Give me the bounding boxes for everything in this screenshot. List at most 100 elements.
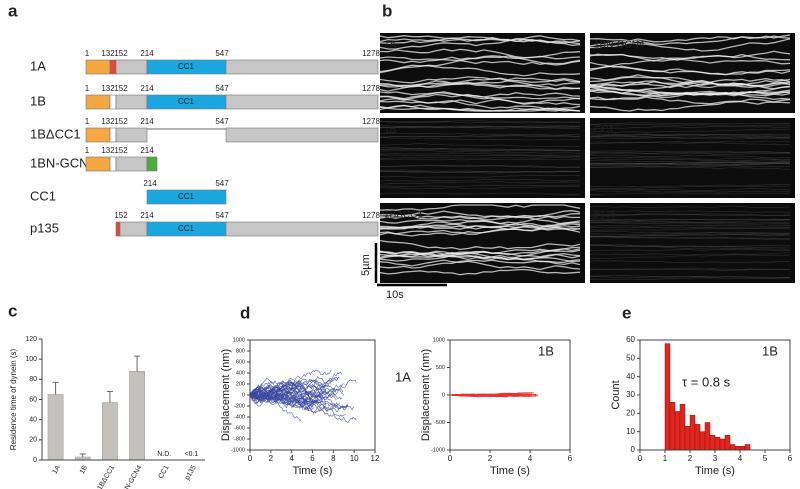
- kymograph-track: [379, 164, 581, 168]
- y-tick-label: -1000: [231, 447, 245, 453]
- kymograph-track: [589, 233, 791, 237]
- x-tick-label: 4: [289, 454, 294, 463]
- y-tick-label: 40: [29, 417, 37, 424]
- x-tick-label: 3: [713, 454, 718, 463]
- construct-name: p135: [30, 220, 59, 235]
- residue-number: 547: [215, 84, 229, 93]
- construct-name: 1B: [30, 93, 46, 108]
- kymograph-track: [589, 192, 791, 195]
- kymograph-track: [379, 95, 581, 105]
- x-tick-label: 10: [350, 454, 359, 463]
- y-tick-label: 0: [33, 457, 37, 464]
- domain-box: [225, 221, 379, 237]
- kymograph-track: [589, 90, 791, 97]
- plot-frame: [249, 339, 376, 451]
- kymograph-track: [379, 125, 581, 129]
- kymograph-track: [379, 64, 581, 77]
- plot-frame: [449, 339, 571, 451]
- y-tick-label: -800: [234, 436, 245, 442]
- histogram-bar: [689, 414, 696, 451]
- kymograph-track: [589, 161, 791, 165]
- bar: [102, 402, 118, 461]
- chart-label: 1B: [762, 343, 778, 358]
- residue-number: 132: [101, 49, 115, 58]
- x-tick-label: 0: [448, 454, 453, 463]
- histogram-bar: [734, 446, 741, 451]
- residue-number: 1278: [362, 117, 380, 126]
- kymograph-track: [589, 151, 791, 154]
- plot-frame: [639, 339, 791, 451]
- kymograph-track: [589, 133, 791, 137]
- kymograph-track: [589, 136, 791, 139]
- y-tick-label: 1000: [433, 337, 445, 343]
- y-tick-label: 0: [242, 392, 245, 398]
- histogram-bar: [719, 438, 726, 451]
- x-tick-label: 6: [788, 454, 793, 463]
- x-tick-label: 0: [638, 454, 643, 463]
- kymograph-track: [379, 48, 581, 60]
- kymograph-track: [379, 35, 581, 50]
- kymograph-track: [589, 156, 791, 160]
- kymograph-track: [379, 259, 581, 271]
- domain-box: [85, 127, 111, 143]
- domain-box: [146, 156, 158, 172]
- x-tick-label: 1BN-GCN4: [120, 464, 144, 489]
- histogram-bar: [664, 343, 671, 451]
- kymograph-track: [589, 188, 791, 192]
- kymograph-label: CC1: [594, 125, 614, 136]
- kymograph-track: [379, 184, 581, 187]
- kymograph-track: [589, 35, 791, 43]
- residue-number: 1: [85, 49, 90, 58]
- x-tick-label: 1: [663, 454, 668, 463]
- kymograph-track: [589, 140, 790, 144]
- kymograph-track: [589, 74, 791, 87]
- domain-box: [115, 156, 148, 172]
- kymograph-track: [589, 85, 791, 96]
- kymograph-track: [589, 122, 791, 125]
- kymograph-track: [379, 259, 581, 269]
- construct-name: CC1: [30, 188, 56, 203]
- bar: [129, 371, 145, 461]
- kymograph-track: [379, 148, 581, 152]
- value-label: <0.1: [185, 451, 199, 458]
- kymograph-track: [589, 249, 791, 252]
- kymograph-track: [590, 184, 791, 188]
- histogram-bar: [679, 403, 686, 451]
- domain-box: [225, 59, 379, 75]
- residue-number: 152: [114, 211, 128, 220]
- residue-number: 132: [101, 117, 115, 126]
- kymograph-track: [589, 245, 791, 250]
- kymograph-track: [379, 91, 581, 106]
- y-tick-label: 50: [626, 353, 635, 362]
- residue-number: 132: [101, 146, 115, 155]
- trajectory-trace: [249, 388, 349, 411]
- annotation: τ = 0.8 s: [682, 374, 731, 389]
- kymograph-track: [379, 268, 581, 276]
- kymograph-track: [589, 141, 791, 146]
- histogram-bar: [744, 444, 751, 451]
- chart-label: 1A: [395, 369, 411, 384]
- kymograph-track: [379, 248, 581, 256]
- kymograph-track: [589, 100, 791, 112]
- y-axis-title: Displacement (nm): [220, 349, 232, 441]
- kymograph-track: [589, 260, 791, 264]
- residue-number: 1278: [362, 49, 380, 58]
- kymograph-track: [589, 190, 791, 193]
- kymograph-track: [589, 152, 791, 155]
- histogram-bar: [739, 446, 746, 451]
- kymograph-track: [379, 248, 581, 262]
- y-tick-label: 100: [25, 356, 37, 363]
- domain-box: [115, 127, 148, 143]
- y-tick-label: 20: [626, 408, 635, 417]
- x-tick-label: 8: [331, 454, 336, 463]
- kymograph: [380, 33, 585, 113]
- y-tick-label: 0: [631, 445, 636, 454]
- kymograph-track: [379, 225, 581, 232]
- x-tick-label: 6: [310, 454, 315, 463]
- kymograph-track: [590, 210, 791, 213]
- x-tick-label: 4: [528, 454, 533, 463]
- residue-number: 132: [101, 84, 115, 93]
- kymograph-track: [589, 267, 791, 271]
- y-tick-label: 120: [25, 336, 37, 343]
- construct-name: 1BN-GCN4: [30, 155, 96, 170]
